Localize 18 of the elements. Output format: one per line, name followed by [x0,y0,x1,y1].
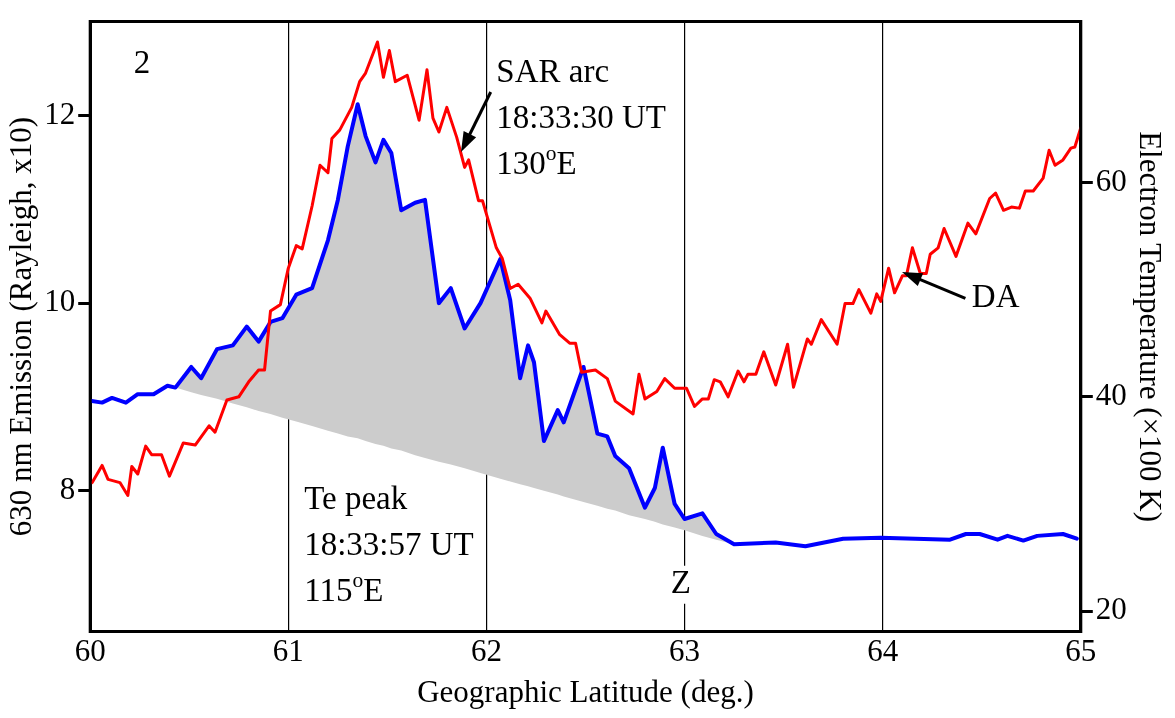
annotation: DA [971,278,1020,315]
x-tick-label: 65 [1065,633,1097,669]
y-tick-label: 10 [44,283,76,319]
y2-tick-label: 60 [1095,162,1127,198]
x-tick-label: 61 [272,633,304,669]
y2-axis-title: Electron Temperature (×100 K) [1133,131,1169,523]
y-axis-title: 630 nm Emission (Rayleigh, x10) [2,116,38,537]
y2-tick-label: 20 [1095,591,1127,627]
x-tick-label: 60 [74,633,106,669]
x-axis-title: Geographic Latitude (deg.) [417,673,754,709]
annotation: Z [670,564,691,601]
annotation: 2 [133,43,151,80]
y2-tick-label: 40 [1095,376,1127,412]
y-tick-label: 8 [59,470,76,506]
y-tick-label: 12 [44,95,76,131]
x-tick-label: 64 [867,633,899,669]
x-tick-label: 62 [470,633,502,669]
x-tick-label: 63 [669,633,701,669]
